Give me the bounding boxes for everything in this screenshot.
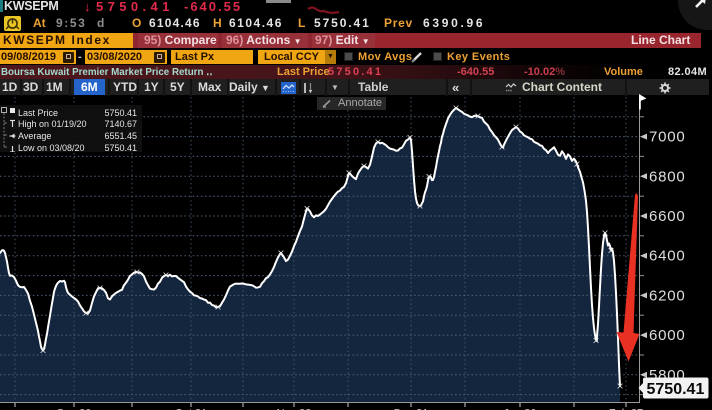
- svg-text:6600: 6600: [649, 208, 686, 225]
- svg-text:6800: 6800: [649, 168, 686, 185]
- svg-text:Jan 30: Jan 30: [503, 408, 536, 410]
- svg-text:Oct 31: Oct 31: [175, 408, 207, 410]
- svg-text:Feb 27: Feb 27: [609, 408, 643, 410]
- svg-text:6400: 6400: [649, 248, 686, 265]
- svg-text:Sep 30: Sep 30: [57, 408, 92, 410]
- svg-text:5750.41: 5750.41: [647, 381, 705, 398]
- svg-text:6000: 6000: [649, 327, 686, 344]
- svg-text:Nov 28: Nov 28: [277, 408, 312, 410]
- svg-text:7000: 7000: [649, 129, 686, 146]
- svg-text:6200: 6200: [649, 287, 686, 304]
- svg-text:Dec 31: Dec 31: [394, 408, 429, 410]
